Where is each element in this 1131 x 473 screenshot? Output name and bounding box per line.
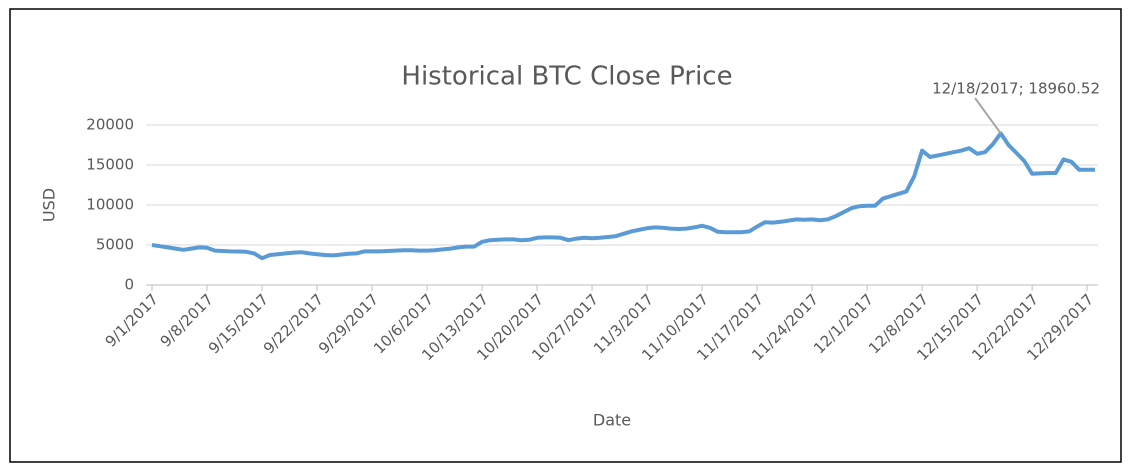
y-tick-label: 20000: [86, 116, 134, 134]
chart-title: Historical BTC Close Price: [401, 62, 732, 92]
y-axis-label: USD: [40, 188, 59, 222]
data-line: [151, 131, 1095, 261]
x-axis-label: Date: [593, 411, 631, 430]
chart-frame: [9, 8, 1122, 463]
y-tick-label: 15000: [86, 156, 134, 174]
y-tick-label: 5000: [96, 236, 134, 254]
annotation: 12/18/2017; 18960.52: [932, 80, 1100, 98]
y-tick-label: 10000: [86, 196, 134, 214]
y-tick-label: 0: [124, 276, 134, 294]
annotation-leader: [974, 97, 1002, 134]
